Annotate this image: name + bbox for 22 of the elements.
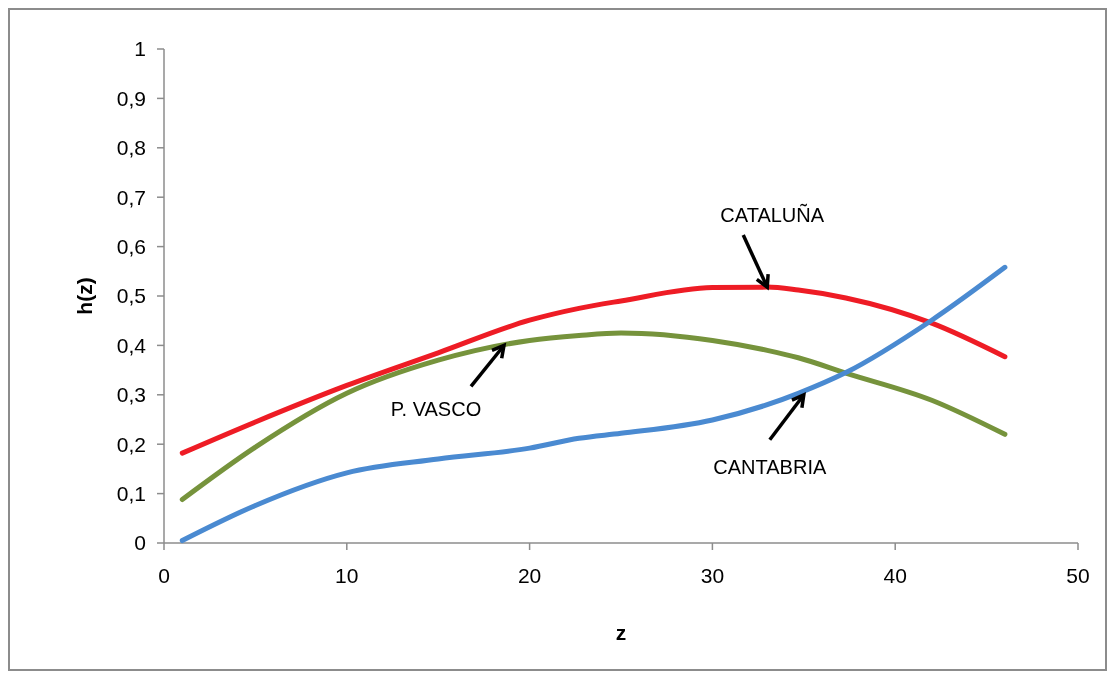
y-tick-label: 0,6: [116, 234, 146, 258]
y-tick-label: 0: [134, 531, 146, 555]
annotation: CATALUÑA: [720, 203, 825, 227]
y-tick-label: 0,8: [116, 136, 146, 160]
annotation: CANTABRIA: [713, 455, 827, 478]
x-tick-label: 10: [335, 564, 359, 587]
x-tick-label: 50: [1066, 564, 1090, 587]
y-tick-label: 0,2: [116, 432, 146, 456]
y-tick-label: 0,4: [116, 333, 147, 357]
y-tick-label: 0,7: [116, 185, 146, 209]
x-tick-label: 20: [517, 564, 542, 587]
y-axis-title: h(z): [73, 277, 96, 315]
y-tick-label: 0,9: [116, 86, 146, 110]
x-tick-label: 40: [883, 564, 907, 587]
y-tick-label: 0,1: [116, 481, 146, 505]
y-tick-label: 0,5: [116, 284, 146, 308]
y-tick-label: 1: [134, 37, 146, 61]
y-tick-label: 0,3: [116, 383, 146, 407]
x-axis-title: z: [615, 621, 627, 644]
x-tick-label: 0: [158, 564, 170, 587]
x-tick-label: 30: [700, 564, 725, 587]
annotation: P. VASCO: [390, 398, 482, 421]
